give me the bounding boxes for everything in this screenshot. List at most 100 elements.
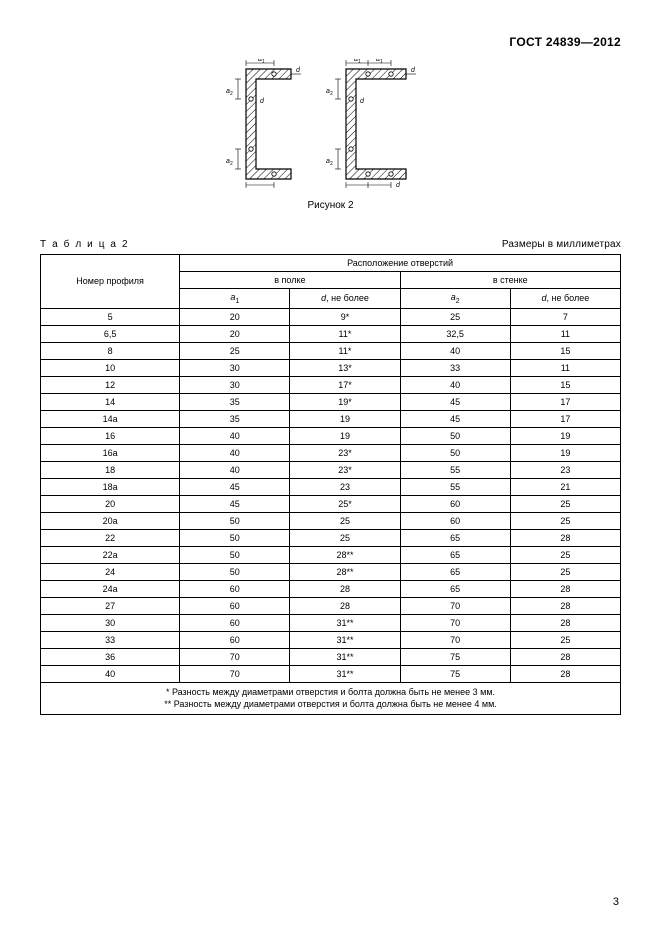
cell-a1: 35 (180, 393, 290, 410)
svg-text:1: 1 (358, 59, 361, 65)
cell-d1: 31** (290, 631, 400, 648)
cell-d2: 28 (510, 580, 620, 597)
cell-d1: 19* (290, 393, 400, 410)
cell-a2: 70 (400, 614, 510, 631)
cell-p: 8 (41, 342, 180, 359)
cell-d2: 25 (510, 631, 620, 648)
svg-text:a: a (354, 188, 358, 189)
table-row: 306031**7028 (41, 614, 621, 631)
cell-a2: 70 (400, 597, 510, 614)
cell-d2: 25 (510, 495, 620, 512)
cell-a2: 40 (400, 376, 510, 393)
cell-d1: 31** (290, 614, 400, 631)
cell-d2: 19 (510, 444, 620, 461)
table-row: 18а45235521 (41, 478, 621, 495)
cell-d1: 9* (290, 308, 400, 325)
svg-text:d: d (360, 98, 365, 105)
cell-p: 6,5 (41, 325, 180, 342)
svg-text:d: d (396, 182, 401, 189)
cell-a1: 40 (180, 461, 290, 478)
cell-p: 5 (41, 308, 180, 325)
cell-d2: 17 (510, 393, 620, 410)
table-row: 245028**6525 (41, 563, 621, 580)
cell-a1: 60 (180, 597, 290, 614)
cell-a1: 40 (180, 444, 290, 461)
cell-d2: 28 (510, 529, 620, 546)
cell-d2: 25 (510, 563, 620, 580)
cell-a2: 50 (400, 427, 510, 444)
cell-a2: 55 (400, 461, 510, 478)
cell-d1: 19 (290, 427, 400, 444)
cell-d1: 11* (290, 325, 400, 342)
cell-d1: 11* (290, 342, 400, 359)
channel-profiles-svg: a 1 d a 2 a 2 a (216, 59, 446, 189)
table-row: 336031**7025 (41, 631, 621, 648)
cell-a1: 40 (180, 427, 290, 444)
cell-p: 27 (41, 597, 180, 614)
cell-p: 33 (41, 631, 180, 648)
cell-a1: 60 (180, 631, 290, 648)
cell-p: 12 (41, 376, 180, 393)
cell-a2: 45 (400, 393, 510, 410)
cell-d1: 23* (290, 461, 400, 478)
cell-p: 24 (41, 563, 180, 580)
cell-d2: 28 (510, 597, 620, 614)
cell-a1: 20 (180, 308, 290, 325)
table-label: Т а б л и ц а 2 (40, 239, 129, 250)
table-row: 6,52011*32,511 (41, 325, 621, 342)
cell-a1: 30 (180, 376, 290, 393)
cell-a2: 60 (400, 512, 510, 529)
th-web: в стенке (400, 272, 620, 289)
cell-d2: 28 (510, 665, 620, 682)
cell-d1: 23 (290, 478, 400, 495)
cell-d1: 28 (290, 597, 400, 614)
cell-a2: 65 (400, 580, 510, 597)
cell-d2: 7 (510, 308, 620, 325)
cell-p: 30 (41, 614, 180, 631)
cell-a1: 35 (180, 410, 290, 427)
cell-d1: 28** (290, 546, 400, 563)
cell-p: 14а (41, 410, 180, 427)
table-row: 82511*4015 (41, 342, 621, 359)
svg-text:2: 2 (230, 91, 233, 97)
cell-a1: 45 (180, 478, 290, 495)
svg-text:a: a (258, 188, 262, 189)
cell-a2: 75 (400, 648, 510, 665)
th-d2: d, не более (510, 289, 620, 309)
th-profile: Номер профиля (41, 255, 180, 309)
cell-a1: 50 (180, 529, 290, 546)
cell-a2: 55 (400, 478, 510, 495)
table-row: 103013*3311 (41, 359, 621, 376)
cell-a2: 70 (400, 631, 510, 648)
cell-a2: 45 (400, 410, 510, 427)
cell-p: 40 (41, 665, 180, 682)
units-label: Размеры в миллиметрах (502, 239, 621, 250)
table-row: 14а35194517 (41, 410, 621, 427)
cell-a2: 65 (400, 529, 510, 546)
cell-a1: 70 (180, 665, 290, 682)
cell-d2: 17 (510, 410, 620, 427)
cell-a1: 50 (180, 546, 290, 563)
table-row: 22а5028**6525 (41, 546, 621, 563)
cell-p: 18 (41, 461, 180, 478)
th-a1: a1 (180, 289, 290, 309)
cell-d1: 28** (290, 563, 400, 580)
th-flange: в полке (180, 272, 400, 289)
footnote-1: * Разность между диаметрами отверстия и … (45, 686, 616, 699)
table-row: 2250256528 (41, 529, 621, 546)
cell-d1: 17* (290, 376, 400, 393)
cell-p: 16 (41, 427, 180, 444)
svg-text:d: d (296, 67, 301, 74)
cell-p: 18а (41, 478, 180, 495)
cell-a1: 50 (180, 512, 290, 529)
cell-d2: 15 (510, 342, 620, 359)
cell-a2: 32,5 (400, 325, 510, 342)
table-row: 24а60286528 (41, 580, 621, 597)
table-row: 204525*6025 (41, 495, 621, 512)
cell-a1: 50 (180, 563, 290, 580)
table-row: 367031**7528 (41, 648, 621, 665)
svg-text:2: 2 (330, 91, 333, 97)
table-body: 5209*2576,52011*32,51182511*4015103013*3… (41, 308, 621, 682)
table-row: 16а4023*5019 (41, 444, 621, 461)
cell-a2: 75 (400, 665, 510, 682)
